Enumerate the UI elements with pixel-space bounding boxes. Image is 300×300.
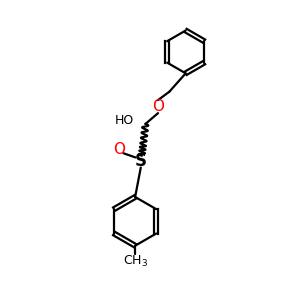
Text: HO: HO (115, 114, 134, 128)
Text: S: S (135, 152, 147, 170)
Text: CH$_3$: CH$_3$ (123, 254, 148, 269)
Text: O: O (113, 142, 125, 157)
Text: O: O (152, 99, 164, 114)
